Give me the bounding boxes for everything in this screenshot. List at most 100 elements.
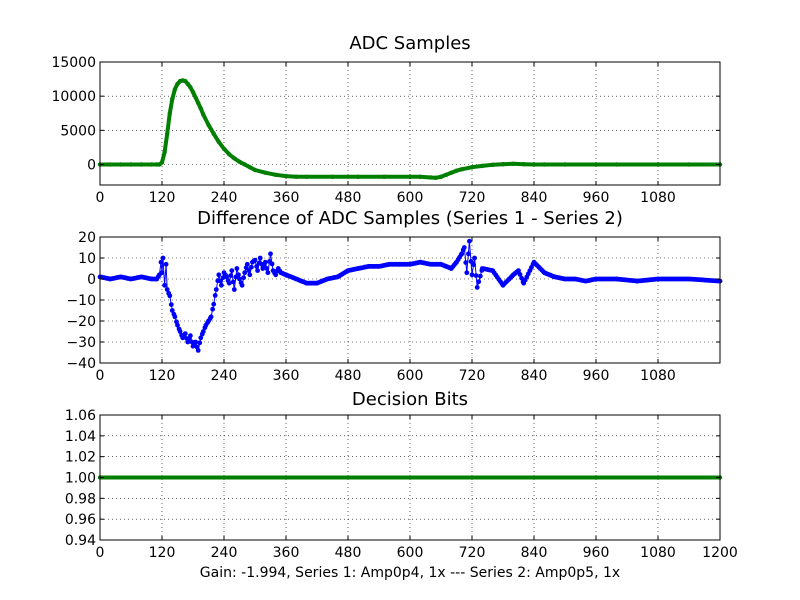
data-point [228, 273, 234, 278]
data-point [175, 81, 180, 87]
data-point [490, 162, 495, 167]
data-point [444, 172, 449, 177]
data-point [242, 270, 248, 276]
x-tick-label: 360 [273, 190, 300, 206]
subplot-difference: Difference of ADC Samples (Series 1 - Se… [66, 208, 723, 384]
data-point [149, 162, 154, 167]
data-point [449, 170, 454, 175]
data-point [164, 287, 170, 292]
data-point [219, 282, 224, 288]
data-point [196, 100, 201, 106]
x-tick-label: 960 [583, 190, 610, 206]
subplot-2-yticks: −40 −30 −20 −10 0 10 20 [66, 230, 720, 372]
data-point [257, 255, 263, 261]
data-point [108, 162, 113, 167]
data-point [172, 314, 178, 320]
y-tick-label: −30 [66, 335, 96, 351]
data-point [262, 259, 268, 265]
data-point [128, 162, 134, 167]
data-point [459, 251, 465, 257]
subplot-1-title: ADC Samples [349, 33, 470, 54]
x-tick-label: 240 [211, 190, 238, 206]
data-point [356, 174, 361, 179]
x-tick-label: 360 [273, 368, 300, 384]
data-point [163, 261, 169, 267]
subplot-2-series [97, 238, 723, 353]
data-point [260, 266, 266, 271]
x-tick-label: 120 [149, 190, 176, 206]
data-point [167, 293, 173, 299]
data-point [480, 163, 485, 169]
data-point [273, 172, 278, 177]
x-tick-label: 840 [521, 190, 548, 206]
data-point [468, 259, 474, 264]
subplot-1-series [97, 78, 723, 180]
y-tick-label: 1.00 [65, 471, 96, 487]
subplot-3-yticks: 0.94 0.96 0.98 1.00 1.02 1.04 1.06 [65, 408, 720, 549]
data-point [264, 266, 270, 271]
data-point [521, 162, 526, 167]
x-tick-label: 1080 [640, 368, 676, 384]
data-point [519, 275, 524, 281]
data-point [195, 348, 201, 353]
data-point [239, 282, 245, 288]
data-point [265, 270, 271, 276]
data-point [168, 302, 174, 307]
data-point [193, 339, 199, 345]
data-point [198, 335, 204, 341]
data-point [185, 81, 190, 87]
data-point [170, 96, 175, 102]
data-point [172, 87, 178, 92]
data-point [511, 161, 516, 166]
data-point [246, 268, 252, 273]
data-point [476, 279, 482, 285]
data-point [593, 162, 599, 167]
x-tick-label: 480 [335, 545, 362, 561]
x-tick-label: 360 [273, 545, 300, 561]
x-tick-label: 480 [335, 190, 362, 206]
data-point [252, 167, 258, 173]
data-point [216, 139, 221, 145]
data-point [428, 175, 433, 180]
data-point [614, 162, 619, 167]
x-tick-label: 1200 [702, 545, 738, 561]
data-point [197, 340, 203, 346]
data-point [210, 306, 216, 312]
data-point [263, 170, 268, 175]
y-tick-label: 10 [78, 251, 96, 267]
data-point [188, 333, 193, 339]
gain-caption: Gain: -1.994, Series 1: Amp0p4, 1x --- S… [200, 565, 620, 581]
data-point [247, 165, 252, 170]
y-tick-label: −40 [66, 356, 96, 372]
data-point [211, 131, 216, 136]
data-point [211, 301, 217, 307]
data-point [160, 255, 166, 261]
data-point [167, 111, 172, 116]
data-point [471, 262, 476, 268]
data-point [531, 162, 537, 167]
data-point [407, 174, 413, 179]
x-tick-label: 1080 [640, 190, 676, 206]
data-point [162, 150, 167, 155]
x-tick-label: 120 [149, 368, 176, 384]
data-point [686, 162, 692, 167]
subplot-decision-bits: Decision Bits 0 120 240 360 480 600 720 840 960 1… [65, 389, 738, 561]
y-tick-label: 1.04 [65, 429, 96, 445]
y-tick-label: 0 [87, 158, 96, 174]
data-point [236, 272, 241, 278]
data-point [201, 112, 206, 117]
data-point [193, 95, 198, 100]
x-tick-label: 960 [583, 368, 610, 384]
data-point [165, 131, 170, 136]
y-tick-label: 0.94 [65, 533, 96, 549]
data-point [459, 167, 464, 172]
data-point [159, 160, 165, 165]
data-point [212, 293, 218, 298]
subplot-3-title: Decision Bits [352, 389, 468, 410]
subplot-3-xticks: 0 120 240 360 480 600 720 840 960 1080 1200 [96, 415, 738, 561]
data-point [230, 279, 236, 285]
x-tick-label: 0 [96, 368, 105, 384]
data-point [227, 152, 232, 157]
subplot-3-series [97, 475, 723, 480]
